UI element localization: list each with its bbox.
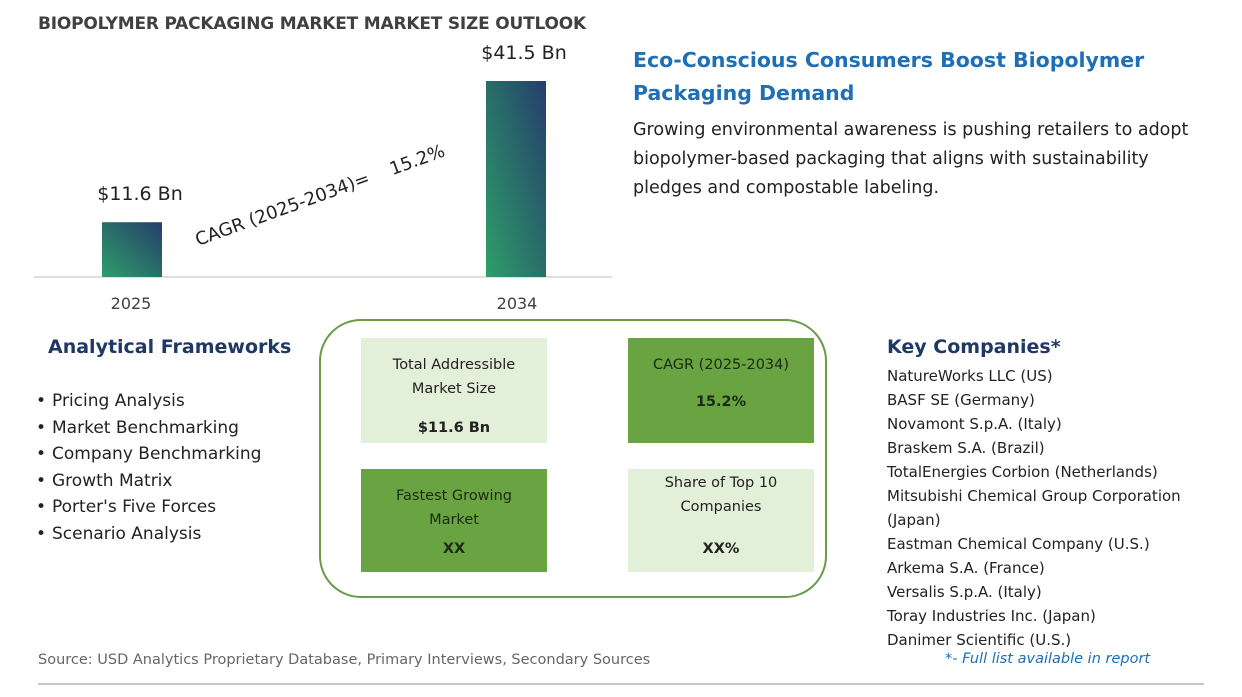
- cagr-annotation: CAGR (2025-2034)= 15.2%: [193, 141, 448, 251]
- bar-2025: [102, 222, 162, 277]
- framework-item: Growth Matrix: [36, 468, 261, 495]
- metric-value: 15.2%: [695, 394, 747, 410]
- bar-2034: [486, 81, 546, 277]
- frameworks-list: Pricing Analysis Market Benchmarking Com…: [36, 388, 261, 547]
- company-item: Mitsubishi Chemical Group Corporation (J…: [887, 487, 1181, 529]
- framework-item: Pricing Analysis: [36, 388, 261, 415]
- x-tick-label: 2034: [497, 294, 538, 313]
- company-item: Novamont S.p.A. (Italy): [887, 415, 1062, 433]
- company-item: Eastman Chemical Company (U.S.): [887, 535, 1150, 553]
- market-size-bar-chart: $11.6 Bn 2025 $41.5 Bn 2034 CAGR (2025-2034)…: [34, 42, 612, 313]
- frameworks-title: Analytical Frameworks: [48, 336, 292, 358]
- company-item: Braskem S.A. (Brazil): [887, 439, 1045, 457]
- metric-label: Total Addressible Market Size: [392, 357, 516, 397]
- companies-title: Key Companies*: [887, 336, 1061, 358]
- x-tick-label: 2025: [111, 294, 152, 313]
- metric-card-market-size: Total Addressible Market Size $11.6 Bn: [361, 338, 547, 443]
- company-item: NatureWorks LLC (US): [887, 367, 1053, 385]
- framework-item: Market Benchmarking: [36, 415, 261, 442]
- full-list-footnote: *- Full list available in report: [945, 651, 1151, 667]
- metric-value: XX: [442, 541, 466, 557]
- page-title: BIOPOLYMER PACKAGING MARKET MARKET SIZE …: [38, 14, 587, 34]
- metric-value: $11.6 Bn: [417, 420, 491, 436]
- metrics-frame: Total Addressible Market Size $11.6 Bn C…: [319, 319, 827, 598]
- framework-item: Porter's Five Forces: [36, 494, 261, 521]
- framework-item: Scenario Analysis: [36, 521, 261, 548]
- source-note: Source: USD Analytics Proprietary Databa…: [38, 652, 651, 668]
- framework-item: Company Benchmarking: [36, 441, 261, 468]
- metric-label: Fastest Growing Market: [396, 488, 512, 528]
- company-item: Versalis S.p.A. (Italy): [887, 583, 1042, 601]
- metric-card-fastest-market: Fastest Growing Market XX: [361, 469, 547, 572]
- companies-list: NatureWorks LLC (US) BASF SE (Germany) N…: [887, 364, 1187, 652]
- bar-value-label: $11.6 Bn: [97, 183, 183, 205]
- bottom-divider: [38, 683, 1204, 685]
- company-item: Toray Industries Inc. (Japan): [887, 607, 1096, 625]
- metric-label: CAGR (2025-2034): [652, 357, 790, 373]
- company-item: Danimer Scientific (U.S.): [887, 631, 1072, 649]
- company-item: BASF SE (Germany): [887, 391, 1035, 409]
- summary-text: Growing environmental awareness is pushi…: [633, 120, 1189, 198]
- company-item: TotalEnergies Corbion (Netherlands): [887, 463, 1158, 481]
- metric-label: Share of Top 10 Companies: [664, 475, 778, 515]
- metric-card-top10-share: Share of Top 10 Companies XX%: [628, 469, 814, 572]
- metric-card-cagr: CAGR (2025-2034) 15.2%: [628, 338, 814, 443]
- company-item: Arkema S.A. (France): [887, 559, 1045, 577]
- metric-value: XX%: [702, 541, 740, 557]
- bar-value-label: $41.5 Bn: [481, 42, 567, 64]
- headline: Eco-Conscious Consumers Boost Biopolymer…: [633, 48, 1145, 105]
